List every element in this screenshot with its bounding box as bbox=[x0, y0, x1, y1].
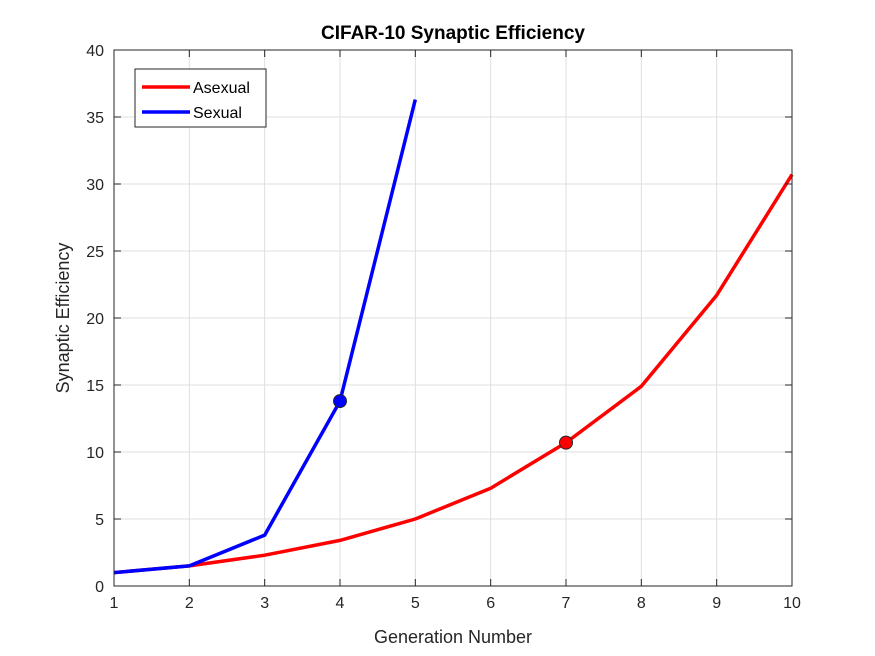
chart-title: CIFAR-10 Synaptic Efficiency bbox=[321, 23, 585, 44]
series-line-asexual bbox=[113, 173, 794, 575]
y-tick-label: 40 bbox=[86, 43, 104, 60]
series-line-sexual bbox=[113, 99, 417, 575]
y-tick-label: 15 bbox=[86, 378, 104, 395]
y-tick-label: 20 bbox=[86, 311, 104, 328]
x-tick-label: 9 bbox=[712, 595, 721, 612]
series-layer bbox=[113, 99, 794, 575]
x-tick-label: 2 bbox=[185, 595, 194, 612]
y-tick-label: 35 bbox=[86, 110, 104, 127]
x-tick-label: 10 bbox=[783, 595, 801, 612]
y-tick-label: 0 bbox=[95, 579, 104, 596]
x-tick-label: 8 bbox=[637, 595, 646, 612]
x-tick-label: 4 bbox=[336, 595, 345, 612]
legend: Asexual Sexual bbox=[134, 68, 267, 128]
marker-asexual bbox=[559, 435, 573, 450]
y-tick-label: 30 bbox=[86, 177, 104, 194]
x-axis-label: Generation Number bbox=[374, 627, 532, 647]
x-tick-label: 7 bbox=[562, 595, 571, 612]
legend-label-asexual: Asexual bbox=[193, 80, 250, 97]
x-tick-label: 1 bbox=[110, 595, 119, 612]
marker-sexual bbox=[333, 394, 347, 409]
legend-box bbox=[134, 68, 267, 128]
y-axis-label: Synaptic Efficiency bbox=[53, 243, 73, 394]
legend-label-sexual: Sexual bbox=[193, 105, 242, 122]
ticks bbox=[113, 49, 793, 587]
x-tick-label: 5 bbox=[411, 595, 420, 612]
x-tick-label: 6 bbox=[486, 595, 495, 612]
y-tick-label: 10 bbox=[86, 445, 104, 462]
y-tick-labels: 0 5 10 15 20 25 30 35 40 bbox=[86, 43, 104, 596]
y-tick-label: 25 bbox=[86, 244, 104, 261]
x-tick-label: 3 bbox=[260, 595, 269, 612]
y-tick-label: 5 bbox=[95, 512, 104, 529]
x-tick-labels: 1 2 3 4 5 6 7 8 9 10 bbox=[110, 595, 801, 612]
